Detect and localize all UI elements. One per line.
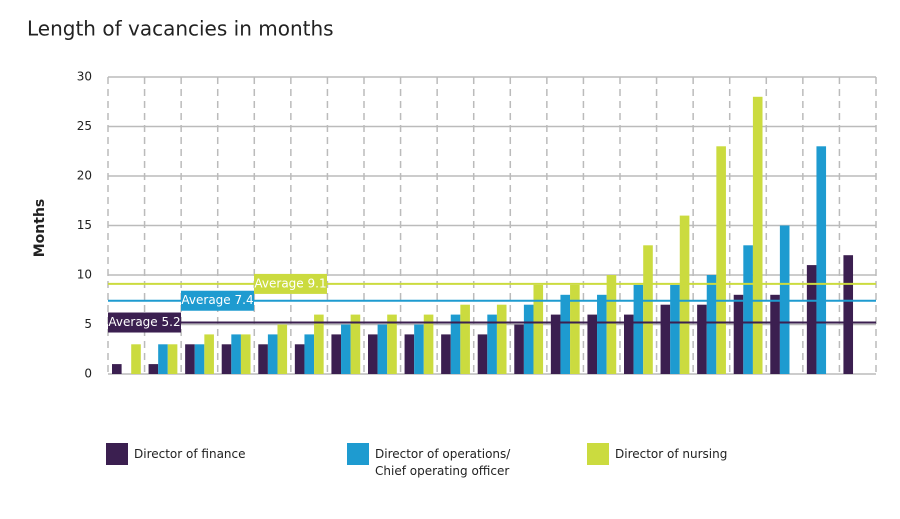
average-label: Average 9.1 [254, 276, 326, 290]
bar [550, 314, 561, 374]
bar [533, 284, 544, 374]
average-label-box [108, 312, 181, 333]
y-tick-label: 0 [84, 367, 92, 381]
y-tick-label: 20 [77, 169, 92, 183]
bar [387, 314, 397, 374]
bar [770, 294, 780, 374]
bar [624, 314, 634, 374]
bar [314, 314, 324, 374]
bar [514, 324, 524, 374]
y-axis-label: Months [32, 199, 48, 258]
bar [716, 146, 726, 374]
bar [158, 344, 168, 374]
bar [523, 304, 534, 374]
bar [267, 334, 278, 374]
bar [194, 344, 205, 374]
bar [752, 96, 763, 375]
bar [477, 334, 488, 374]
bar [231, 334, 241, 374]
bar [487, 314, 497, 374]
bar [341, 324, 351, 374]
bar [733, 294, 744, 374]
bar [743, 245, 753, 374]
y-tick-label: 5 [84, 317, 92, 331]
bar [679, 215, 690, 374]
bar [706, 275, 717, 374]
legend-swatch [587, 443, 609, 465]
chart-title: Length of vacancies in months [27, 17, 334, 41]
bar [185, 344, 195, 374]
bar [460, 304, 470, 374]
bar [258, 344, 268, 374]
bar [697, 304, 707, 374]
legend-label: Director of nursing [615, 447, 728, 461]
bar [240, 334, 251, 374]
bar [816, 146, 827, 374]
average-label: Average 7.4 [181, 293, 253, 307]
y-tick-label: 10 [77, 268, 92, 282]
legend-label: Director of finance [134, 447, 246, 461]
bar [294, 344, 305, 374]
bar [570, 284, 580, 374]
bar [660, 304, 671, 374]
bar [404, 334, 415, 374]
average-label: Average 5.2 [108, 315, 180, 329]
bar [131, 344, 141, 374]
bar [277, 324, 288, 374]
bar [423, 314, 434, 374]
bar [368, 334, 378, 374]
bar [806, 265, 817, 374]
bar [450, 314, 461, 374]
y-tick-label: 15 [77, 218, 92, 232]
bar [148, 364, 159, 374]
legend-swatch [106, 443, 128, 465]
y-tick-label: 30 [77, 70, 92, 84]
bar [633, 284, 644, 374]
legend-swatch [347, 443, 369, 465]
average-label-box [181, 290, 254, 311]
bar [643, 245, 653, 374]
bar [304, 334, 315, 374]
bar [843, 255, 854, 374]
bar [221, 344, 232, 374]
bar [606, 275, 617, 374]
bar [112, 364, 122, 374]
bar [560, 294, 571, 374]
bar [377, 324, 388, 374]
bar [350, 314, 361, 374]
bar [414, 324, 424, 374]
bar [587, 314, 598, 374]
average-label-box [254, 273, 327, 294]
bar [597, 294, 607, 374]
bar [167, 344, 178, 374]
y-tick-label: 25 [77, 119, 92, 133]
bar [331, 334, 342, 374]
bar [670, 284, 680, 374]
bar [496, 304, 507, 374]
bar [204, 334, 214, 374]
legend-label: Director of operations/ Chief operating … [375, 447, 511, 478]
bar [441, 334, 451, 374]
